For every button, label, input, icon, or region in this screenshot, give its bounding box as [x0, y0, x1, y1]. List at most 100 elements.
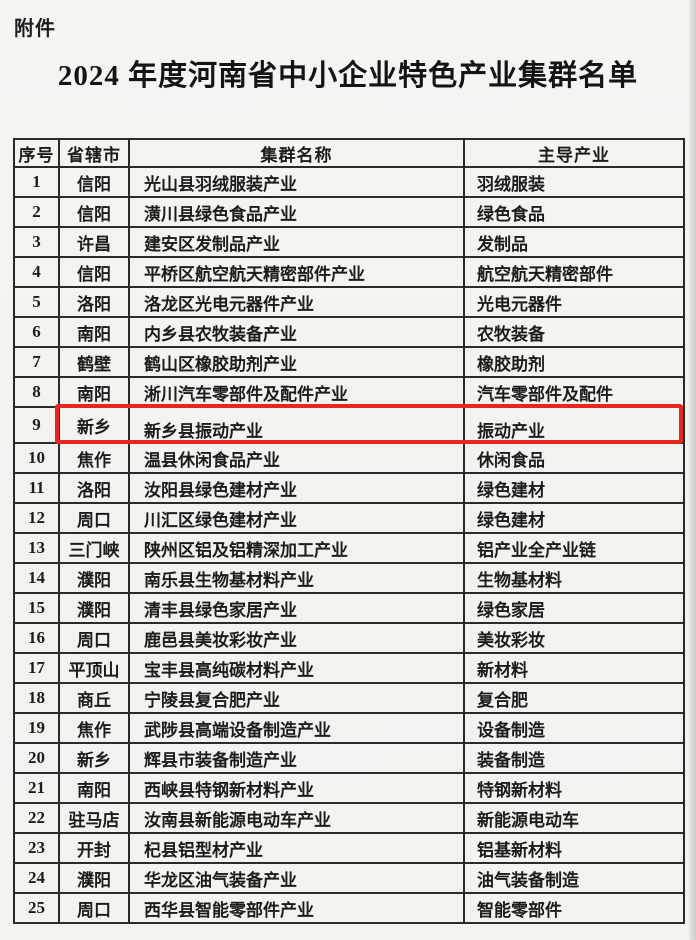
table-cell: 装备制造 [463, 742, 685, 774]
table-cell: 农牧装备 [463, 316, 685, 348]
table-row: 11 洛阳 汝阳县绿色建材产业 绿色建材 [13, 472, 685, 504]
table-cell: 休闲食品 [463, 442, 685, 474]
table-cell: 特钢新材料 [463, 772, 685, 804]
table-cell: 23 [13, 832, 60, 864]
table-cell: 南阳 [58, 316, 130, 348]
column-header: 集群名称 [128, 138, 465, 168]
table-cell: 新乡县振动产业 [128, 406, 465, 444]
table-cell: 光电元器件 [463, 286, 685, 318]
table-cell: 濮阳 [58, 562, 130, 594]
table-row: 15 濮阳 清丰县绿色家居产业 绿色家居 [13, 592, 685, 624]
table-cell: 铝基新材料 [463, 832, 685, 864]
table-row: 10 焦作 温县休闲食品产业 休闲食品 [13, 442, 685, 474]
table-cell: 洛阳 [58, 286, 130, 318]
table-cell: 13 [13, 532, 60, 564]
table-cell: 新乡 [58, 406, 130, 444]
table-row: 4 信阳 平桥区航空航天精密部件产业 航空航天精密部件 [13, 256, 685, 288]
table-cell: 西华县智能零部件产业 [128, 892, 465, 924]
table-row: 18 商丘 宁陵县复合肥产业 复合肥 [13, 682, 685, 714]
page-title: 2024 年度河南省中小企业特色产业集群名单 [57, 60, 639, 92]
table-header-row: 序号 省辖市 集群名称 主导产业 [13, 138, 685, 168]
table-cell: 内乡县农牧装备产业 [128, 316, 465, 348]
table-row: 24 濮阳 华龙区油气装备产业 油气装备制造 [13, 862, 685, 894]
table-cell: 濮阳 [58, 862, 130, 894]
table-row: 25 周口 西华县智能零部件产业 智能零部件 [13, 892, 685, 924]
table-cell: 淅川汽车零部件及配件产业 [128, 376, 465, 408]
table-cell: 周口 [58, 502, 130, 534]
table-cell: 宁陵县复合肥产业 [128, 682, 465, 714]
table-cell: 新能源电动车 [463, 802, 685, 834]
table-cell: 南阳 [58, 772, 130, 804]
cluster-table-wrap: 序号 省辖市 集群名称 主导产业 1 信阳 光山县羽绒服装产业 羽绒服装 2 信阳 潢川县绿色食品… [13, 138, 685, 924]
table-row: 22 驻马店 汝南县新能源电动车产业 新能源电动车 [13, 802, 685, 834]
table-body: 1 信阳 光山县羽绒服装产业 羽绒服装 2 信阳 潢川县绿色食品产业 绿色食品 3 许昌 建安区发制… [13, 166, 685, 924]
table-cell: 建安区发制品产业 [128, 226, 465, 258]
table-cell: 清丰县绿色家居产业 [128, 592, 465, 624]
table-cell: 汽车零部件及配件 [463, 376, 685, 408]
table-row: 2 信阳 潢川县绿色食品产业 绿色食品 [13, 196, 685, 228]
column-header: 序号 [13, 138, 60, 168]
table-cell: 信阳 [58, 196, 130, 228]
table-cell: 油气装备制造 [463, 862, 685, 894]
table-cell: 焦作 [58, 712, 130, 744]
table-cell: 鹤壁 [58, 346, 130, 378]
table-row: 19 焦作 武陟县高端设备制造产业 设备制造 [13, 712, 685, 744]
table-cell: 三门峡 [58, 532, 130, 564]
cluster-table: 序号 省辖市 集群名称 主导产业 1 信阳 光山县羽绒服装产业 羽绒服装 2 信阳 潢川县绿色食品… [13, 138, 685, 924]
table-cell: 8 [13, 376, 60, 408]
table-cell: 汝南县新能源电动车产业 [128, 802, 465, 834]
table-cell: 鹿邑县美妆彩妆产业 [128, 622, 465, 654]
table-cell: 温县休闲食品产业 [128, 442, 465, 474]
table-cell: 航空航天精密部件 [463, 256, 685, 288]
table-cell: 光山县羽绒服装产业 [128, 166, 465, 198]
table-cell: 新乡 [58, 742, 130, 774]
table-cell: 24 [13, 862, 60, 894]
table-cell: 10 [13, 442, 60, 474]
table-cell: 新材料 [463, 652, 685, 684]
table-cell: 16 [13, 622, 60, 654]
table-cell: 辉县市装备制造产业 [128, 742, 465, 774]
table-cell: 洛龙区光电元器件产业 [128, 286, 465, 318]
table-cell: 开封 [58, 832, 130, 864]
table-cell: 生物基材料 [463, 562, 685, 594]
table-cell: 许昌 [58, 226, 130, 258]
table-cell: 智能零部件 [463, 892, 685, 924]
table-cell: 14 [13, 562, 60, 594]
table-cell: 11 [13, 472, 60, 504]
table-cell: 22 [13, 802, 60, 834]
table-row: 20 新乡 辉县市装备制造产业 装备制造 [13, 742, 685, 774]
table-row: 5 洛阳 洛龙区光电元器件产业 光电元器件 [13, 286, 685, 318]
table-row: 16 周口 鹿邑县美妆彩妆产业 美妆彩妆 [13, 622, 685, 654]
table-cell: 美妆彩妆 [463, 622, 685, 654]
table-cell: 信阳 [58, 256, 130, 288]
table-cell: 发制品 [463, 226, 685, 258]
table-row: 13 三门峡 陕州区铝及铝精深加工产业 铝产业全产业链 [13, 532, 685, 564]
table-cell: 焦作 [58, 442, 130, 474]
table-cell: 绿色建材 [463, 502, 685, 534]
table-row: 7 鹤壁 鹤山区橡胶助剂产业 橡胶助剂 [13, 346, 685, 378]
table-cell: 平桥区航空航天精密部件产业 [128, 256, 465, 288]
table-cell: 绿色食品 [463, 196, 685, 228]
table-cell: 设备制造 [463, 712, 685, 744]
table-cell: 绿色家居 [463, 592, 685, 624]
table-cell: 鹤山区橡胶助剂产业 [128, 346, 465, 378]
attachment-label: 附件 [14, 18, 56, 40]
table-cell: 宝丰县高纯碳材料产业 [128, 652, 465, 684]
table-row: 12 周口 川汇区绿色建材产业 绿色建材 [13, 502, 685, 534]
table-cell: 信阳 [58, 166, 130, 198]
table-cell: 驻马店 [58, 802, 130, 834]
table-cell: 陕州区铝及铝精深加工产业 [128, 532, 465, 564]
table-cell: 1 [13, 166, 60, 198]
table-cell: 川汇区绿色建材产业 [128, 502, 465, 534]
table-cell: 4 [13, 256, 60, 288]
table-cell: 羽绒服装 [463, 166, 685, 198]
column-header: 省辖市 [58, 138, 130, 168]
table-cell: 绿色建材 [463, 472, 685, 504]
table-cell: 汝阳县绿色建材产业 [128, 472, 465, 504]
table-row: 17 平顶山 宝丰县高纯碳材料产业 新材料 [13, 652, 685, 684]
table-cell: 19 [13, 712, 60, 744]
table-cell: 6 [13, 316, 60, 348]
table-cell: 2 [13, 196, 60, 228]
column-header: 主导产业 [463, 138, 685, 168]
